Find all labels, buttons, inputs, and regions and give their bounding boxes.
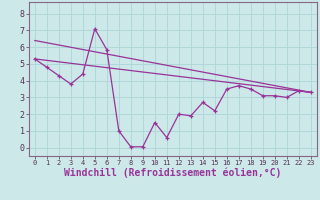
X-axis label: Windchill (Refroidissement éolien,°C): Windchill (Refroidissement éolien,°C) bbox=[64, 168, 282, 178]
